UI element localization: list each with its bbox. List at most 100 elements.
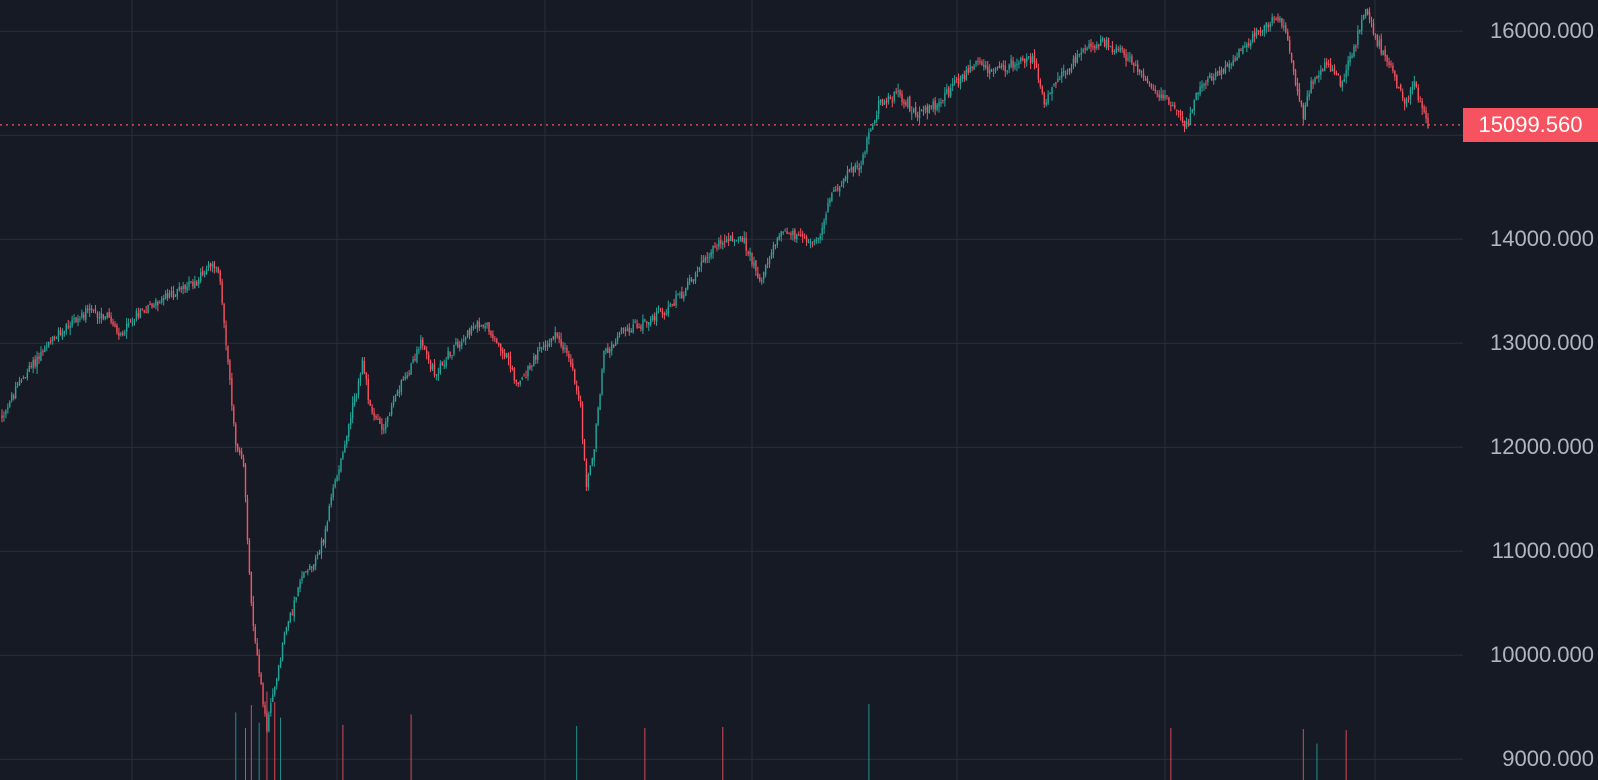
candle-body: [129, 321, 132, 323]
candle-body: [1138, 69, 1141, 73]
candle-body: [361, 359, 364, 374]
candle-body: [433, 363, 436, 376]
candle-body: [739, 236, 742, 239]
candle-body: [864, 152, 866, 154]
candle-body: [293, 600, 295, 617]
candle-body: [1384, 49, 1386, 57]
candle-body: [464, 337, 467, 340]
candle-body: [1160, 94, 1162, 99]
candle-body: [1185, 120, 1188, 129]
candle-body: [1363, 14, 1365, 20]
candle-body: [274, 686, 276, 695]
candle-body: [1047, 94, 1049, 104]
candle-body: [548, 343, 551, 347]
candle-body: [725, 239, 728, 243]
candle-body: [1123, 49, 1125, 55]
candle-body: [1088, 43, 1090, 48]
candle-body: [57, 330, 60, 338]
candle-body: [75, 317, 77, 323]
candle-body: [299, 581, 301, 589]
candle-body: [714, 245, 716, 248]
candle-body: [700, 262, 703, 267]
candle-body: [961, 74, 964, 79]
candle-body: [523, 375, 525, 377]
candle-body: [1125, 54, 1127, 61]
candle-body: [1308, 93, 1310, 97]
candle-body: [899, 90, 901, 96]
candle-body: [535, 354, 537, 360]
candle-body: [755, 260, 757, 272]
candle-body: [837, 188, 839, 190]
candle-body: [1277, 17, 1279, 21]
candle-body: [1376, 34, 1379, 46]
candle-body: [120, 333, 122, 336]
candle-body: [813, 240, 816, 243]
candle-body: [178, 286, 180, 290]
candle-body: [9, 401, 11, 407]
candle-body: [889, 96, 892, 99]
candle-body: [151, 303, 153, 308]
candle-body: [127, 323, 130, 326]
candle-body: [453, 344, 455, 355]
candle-body: [155, 300, 157, 306]
candle-body: [866, 138, 868, 152]
candle-body: [998, 65, 1001, 69]
candle-body: [648, 322, 650, 326]
candle-body: [741, 237, 743, 242]
candle-body: [1374, 35, 1377, 37]
candle-body: [1386, 55, 1388, 63]
candle-body: [1304, 105, 1306, 120]
candle-body: [36, 356, 38, 368]
candle-body: [901, 93, 903, 103]
candle-body: [83, 314, 85, 318]
candle-body: [190, 281, 192, 283]
candle-body: [1105, 39, 1108, 48]
candle-body: [685, 287, 687, 296]
candle-body: [275, 678, 278, 686]
candle-body: [1004, 65, 1006, 72]
candle-body: [387, 416, 389, 422]
candle-body: [400, 380, 403, 392]
candle-body: [556, 332, 558, 337]
candle-body: [1353, 46, 1355, 57]
candle-body: [1135, 64, 1137, 66]
candle-body: [192, 281, 194, 287]
candle-body: [217, 267, 219, 273]
candle-body: [562, 345, 564, 351]
candle-body: [1290, 53, 1293, 62]
candle-body: [973, 65, 975, 69]
candle-body: [1146, 78, 1149, 83]
candle-body: [88, 308, 91, 311]
candle-body: [1000, 65, 1003, 69]
candle-body: [1082, 49, 1084, 52]
candle-body: [687, 281, 689, 289]
candle-body: [328, 506, 330, 521]
candle-body: [1228, 64, 1230, 68]
candle-body: [1337, 73, 1340, 76]
candle-body: [1314, 77, 1316, 83]
candle-body: [480, 325, 482, 327]
candle-body: [770, 252, 773, 259]
candle-body: [831, 193, 833, 201]
candle-body: [907, 98, 909, 108]
candle-body: [435, 374, 438, 376]
candle-body: [698, 267, 701, 271]
candle-body: [77, 318, 79, 323]
candle-body: [809, 241, 812, 243]
candle-body: [1263, 25, 1266, 32]
candle-body: [575, 385, 578, 391]
candle-body: [1201, 84, 1203, 88]
candle-body: [1053, 83, 1055, 86]
candle-body: [1380, 38, 1382, 54]
candle-body: [1148, 82, 1151, 84]
candle-body: [1014, 64, 1016, 68]
candle-body: [476, 321, 479, 327]
candle-body: [320, 540, 323, 553]
candle-body: [862, 154, 864, 164]
candle-body: [1170, 105, 1172, 107]
candle-body: [1207, 78, 1209, 83]
candle-body: [237, 444, 239, 451]
candle-body: [870, 129, 872, 131]
